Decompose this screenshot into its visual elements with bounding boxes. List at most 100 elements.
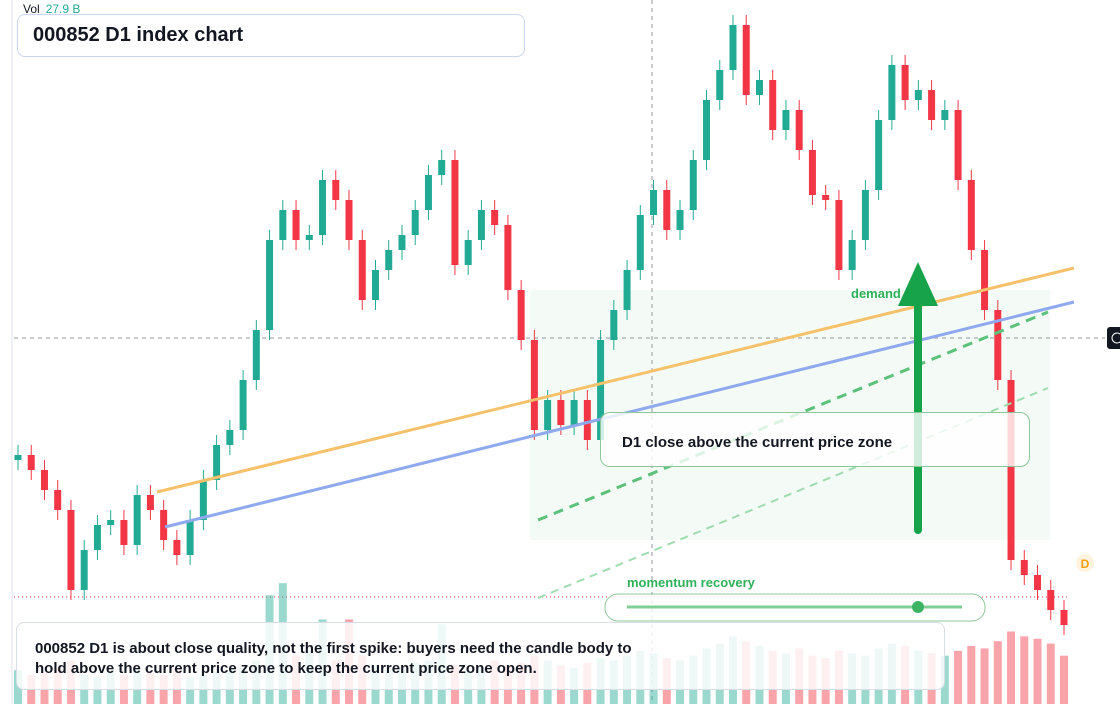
volume-bar (1033, 638, 1042, 704)
candle-body (213, 445, 221, 480)
candle-body (160, 510, 168, 540)
candle-body (93, 525, 101, 550)
candle-body (636, 215, 644, 270)
candle-body (835, 200, 843, 270)
candle-body (279, 210, 287, 240)
note-text: 000852 D1 is about close quality, not th… (35, 640, 632, 677)
candle-body (371, 270, 379, 300)
candle-body (120, 520, 128, 545)
candle-body (689, 160, 697, 210)
volume-legend: Vol 27.9 B (23, 2, 80, 16)
candle-body (941, 110, 949, 120)
candle-body (623, 270, 631, 310)
candle-body (716, 70, 724, 100)
arrow-head (898, 262, 938, 306)
vol-value: 27.9 B (45, 2, 81, 16)
title-box: 000852 D1 index chart (17, 14, 525, 57)
candle-body (742, 25, 750, 95)
candle-body (504, 225, 512, 290)
candle-body (795, 110, 803, 150)
candle-body (186, 520, 194, 555)
candle-body (266, 240, 274, 330)
candle-body (967, 180, 975, 250)
badge (1076, 554, 1094, 572)
candle-body (491, 210, 499, 225)
zone-box: D1 close above the current price zone (600, 412, 1030, 467)
vol-label: Vol (23, 2, 40, 16)
candle-body (1047, 590, 1055, 610)
candle-body (888, 65, 896, 120)
candle-body (451, 160, 459, 265)
candle-body (901, 65, 909, 100)
candle-body (597, 340, 605, 440)
candle-body (27, 455, 35, 470)
candle-body (1034, 575, 1042, 590)
candle-body (875, 120, 883, 190)
candle-body (477, 210, 485, 240)
candle-body (928, 90, 936, 120)
candle-body (769, 80, 777, 130)
candle-body (981, 250, 989, 310)
volume-bar (1060, 655, 1068, 704)
candle-body (345, 200, 353, 240)
candle-body (954, 110, 962, 180)
candle-body (822, 195, 830, 200)
volume-bar (980, 648, 989, 704)
candle-body (411, 210, 419, 235)
volume-bar (93, 677, 102, 704)
candle-body (808, 150, 816, 195)
candle-body (994, 310, 1002, 380)
candle-body (332, 180, 340, 200)
candle-body (610, 310, 618, 340)
candle-body (517, 290, 525, 340)
volume-bar (954, 650, 963, 704)
candle-body (107, 520, 115, 525)
candle-body (914, 90, 922, 100)
crosshair-button[interactable] (1107, 327, 1120, 349)
candle-body (530, 340, 538, 430)
candle-body (755, 80, 763, 95)
candle-body (570, 400, 578, 425)
candle-body (80, 550, 88, 590)
candle-body (358, 240, 366, 300)
candle-body (703, 100, 711, 160)
note-box: 000852 D1 is about close quality, not th… (16, 622, 945, 690)
crosshair-icon (1111, 332, 1120, 344)
candle-body (1060, 610, 1068, 625)
candle-body (305, 235, 313, 240)
volume-bar (186, 677, 195, 704)
candle-body (385, 250, 393, 270)
candle-body (239, 380, 247, 430)
zone-label: D1 close above the current price zone (622, 434, 893, 451)
candle-body (226, 430, 234, 445)
volume-bar (967, 646, 976, 704)
momentum-label: momentum recovery (627, 575, 756, 590)
candle-body (133, 495, 141, 545)
candle-body (663, 190, 671, 230)
candle-body (14, 455, 22, 460)
candle-body (146, 495, 154, 510)
volume-bar (1046, 643, 1055, 704)
candle-body (1007, 380, 1015, 560)
candle-body (848, 240, 856, 270)
candle-body (544, 400, 552, 430)
chart-title: 000852 D1 index chart (33, 24, 244, 46)
volume-bar (993, 641, 1002, 704)
candle-body (650, 190, 658, 215)
candle-body (438, 160, 446, 175)
candle-body (292, 210, 300, 240)
candle-body (252, 330, 260, 380)
candle-body (199, 480, 207, 520)
candle-body (319, 180, 327, 235)
candle-body (398, 235, 406, 250)
candle-body (67, 510, 75, 590)
badge-label: D (1081, 557, 1090, 571)
candle-body (583, 400, 591, 440)
volume-bar (1020, 636, 1029, 704)
volume-bar (1007, 631, 1016, 704)
candle-body (1020, 560, 1028, 575)
dashed-channel-lower (537, 387, 1049, 599)
candle-body (729, 25, 737, 70)
candle-body (424, 175, 432, 210)
